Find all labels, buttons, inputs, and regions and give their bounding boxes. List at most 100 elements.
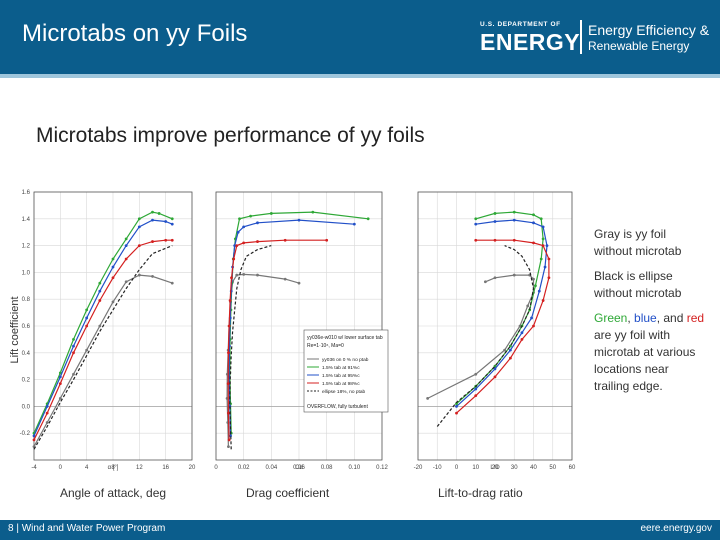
legend-entry: 1.5% tab at 91%c xyxy=(322,365,360,371)
data-point xyxy=(541,299,545,302)
data-point xyxy=(170,238,174,242)
data-point xyxy=(311,210,315,214)
logo-department-text: U.S. DEPARTMENT OF xyxy=(480,21,561,28)
data-point xyxy=(509,356,512,360)
data-point xyxy=(137,217,141,221)
data-point xyxy=(124,280,128,284)
x-tick-label: 40 xyxy=(530,465,537,471)
footer-url: eere.energy.gov xyxy=(640,523,712,534)
data-point xyxy=(137,244,141,247)
data-point xyxy=(541,244,545,247)
data-point xyxy=(85,324,89,328)
slide-title: Microtabs on yy Foils xyxy=(22,20,248,47)
x-tick-label: 0 xyxy=(455,465,459,471)
note-rest: are yy foil with microtab at various loc… xyxy=(594,328,696,393)
x-tick-label: -10 xyxy=(433,465,442,471)
data-point xyxy=(137,225,141,229)
data-point xyxy=(58,375,62,379)
data-point xyxy=(85,308,89,312)
series-line-gray xyxy=(33,274,173,447)
xlabel-drag: Drag coefficient xyxy=(246,486,330,500)
footer-program: 8 | Wind and Water Power Program xyxy=(8,523,166,534)
legend-entry: 1.5% tab at 95%c xyxy=(322,373,360,379)
data-point xyxy=(230,276,233,280)
data-point xyxy=(242,273,246,276)
data-point xyxy=(85,316,89,320)
legend-entry: ellipse 18%, no ptab xyxy=(322,389,366,395)
chart-legend: yy036e-w010 w/ lower surface tab Re=1·10⁶… xyxy=(303,329,389,413)
data-point xyxy=(227,324,231,328)
doe-logo: U.S. DEPARTMENT OF ENERGY Energy Efficie… xyxy=(480,18,720,58)
x-tick-label: 16 xyxy=(162,465,169,471)
logo-energy-text: ENERGY xyxy=(480,29,581,55)
xlabel-ld: Lift-to-drag ratio xyxy=(438,486,523,500)
data-point xyxy=(232,257,236,261)
data-point xyxy=(236,230,240,234)
data-point xyxy=(124,244,128,247)
data-point xyxy=(325,238,329,242)
data-point xyxy=(493,375,497,379)
data-point xyxy=(474,387,478,391)
y-tick-label: 0.0 xyxy=(22,404,31,410)
data-point xyxy=(534,284,537,288)
data-point xyxy=(256,221,259,225)
data-point xyxy=(111,300,115,304)
data-point xyxy=(227,445,230,448)
data-point xyxy=(170,217,174,221)
legend-subtitle: Re=1·10⁶, Ma=0 xyxy=(307,343,344,349)
y-tick-label: 0.8 xyxy=(22,297,31,303)
data-point xyxy=(283,238,287,242)
data-point xyxy=(164,238,168,242)
note-green-word: Green xyxy=(594,311,628,325)
y-tick-label: 1.0 xyxy=(22,270,31,276)
data-point xyxy=(474,217,478,221)
data-point xyxy=(227,351,230,355)
data-point xyxy=(72,344,75,348)
data-point xyxy=(72,351,75,355)
data-point xyxy=(493,367,497,371)
data-point xyxy=(124,257,128,261)
data-point xyxy=(98,299,102,302)
header-divider xyxy=(0,74,720,78)
data-point xyxy=(512,210,516,214)
data-point xyxy=(545,244,549,247)
x-tick-label: 0 xyxy=(214,465,218,471)
data-point xyxy=(541,225,545,229)
series-line-black xyxy=(229,245,272,450)
y-tick-label: -0.2 xyxy=(20,431,31,437)
data-point xyxy=(520,338,524,341)
x-tick-label: -4 xyxy=(31,465,37,471)
series-line-blue xyxy=(33,219,173,437)
data-point xyxy=(242,241,246,245)
data-point xyxy=(151,210,154,214)
data-point xyxy=(170,281,174,285)
legend-entry: 1.5% tab at 98%c xyxy=(322,381,360,387)
legend-box xyxy=(303,329,389,413)
data-point xyxy=(58,371,62,375)
series-line-blue xyxy=(456,219,548,407)
x-tick-label: 20 xyxy=(189,465,196,471)
data-point xyxy=(455,405,458,408)
shared-ylabel: Lift coefficient xyxy=(9,296,21,363)
legend-entry: yy036 on 0 % no ptab xyxy=(322,357,369,363)
x-tick-label: 0 xyxy=(59,465,63,471)
data-point xyxy=(227,411,230,415)
legend-footer: OVERFLOW, fully turbulent xyxy=(307,404,368,410)
data-point xyxy=(32,434,36,438)
note-blue-word: blue xyxy=(634,311,657,325)
series-line-green xyxy=(33,211,173,434)
data-point xyxy=(532,221,535,225)
data-point xyxy=(111,257,115,261)
data-point xyxy=(242,225,246,229)
x-tick-label: 0.04 xyxy=(265,465,277,471)
data-point xyxy=(137,273,141,277)
series-line-gray xyxy=(226,273,300,447)
data-point xyxy=(455,411,458,415)
x-tick-label: 0.06 xyxy=(293,465,305,471)
data-point xyxy=(532,277,535,281)
data-point xyxy=(249,214,252,218)
data-point xyxy=(58,382,62,386)
data-point xyxy=(256,240,259,243)
data-point xyxy=(547,257,551,261)
data-point xyxy=(45,421,49,424)
